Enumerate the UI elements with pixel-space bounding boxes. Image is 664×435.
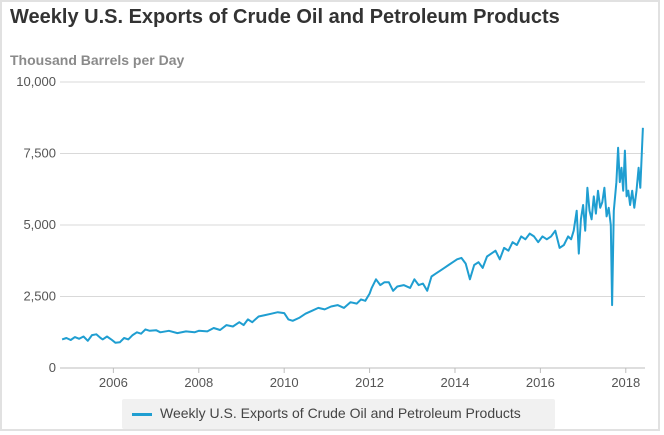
y-tick-label: 0 (49, 360, 56, 375)
chart-title: Weekly U.S. Exports of Crude Oil and Pet… (10, 6, 560, 28)
y-tick-label: 2,500 (23, 289, 56, 304)
x-tick-label: 2006 (99, 375, 128, 390)
series-layer (61, 127, 644, 344)
x-tick-label: 2014 (441, 375, 470, 390)
x-tick-labels: 2006 2008 2010 2012 2014 2016 2018 (99, 375, 640, 390)
x-tick-label: 2018 (611, 375, 640, 390)
y-tick-label: 10,000 (16, 74, 56, 89)
legend-label: Weekly U.S. Exports of Crude Oil and Pet… (160, 405, 521, 421)
series-line[interactable] (61, 127, 644, 344)
y-tick-label: 7,500 (23, 146, 56, 161)
y-axis-label: Thousand Barrels per Day (10, 52, 185, 68)
x-tick-label: 2008 (184, 375, 213, 390)
y-tick-label: 5,000 (23, 217, 56, 232)
legend-swatch (132, 413, 152, 416)
y-tick-labels: 0 2,500 5,000 7,500 10,000 (16, 74, 56, 375)
x-tick-label: 2016 (526, 375, 555, 390)
x-tick-label: 2012 (355, 375, 384, 390)
legend[interactable]: Weekly U.S. Exports of Crude Oil and Pet… (122, 399, 555, 429)
x-tick-label: 2010 (270, 375, 299, 390)
grid-lines (60, 81, 645, 373)
